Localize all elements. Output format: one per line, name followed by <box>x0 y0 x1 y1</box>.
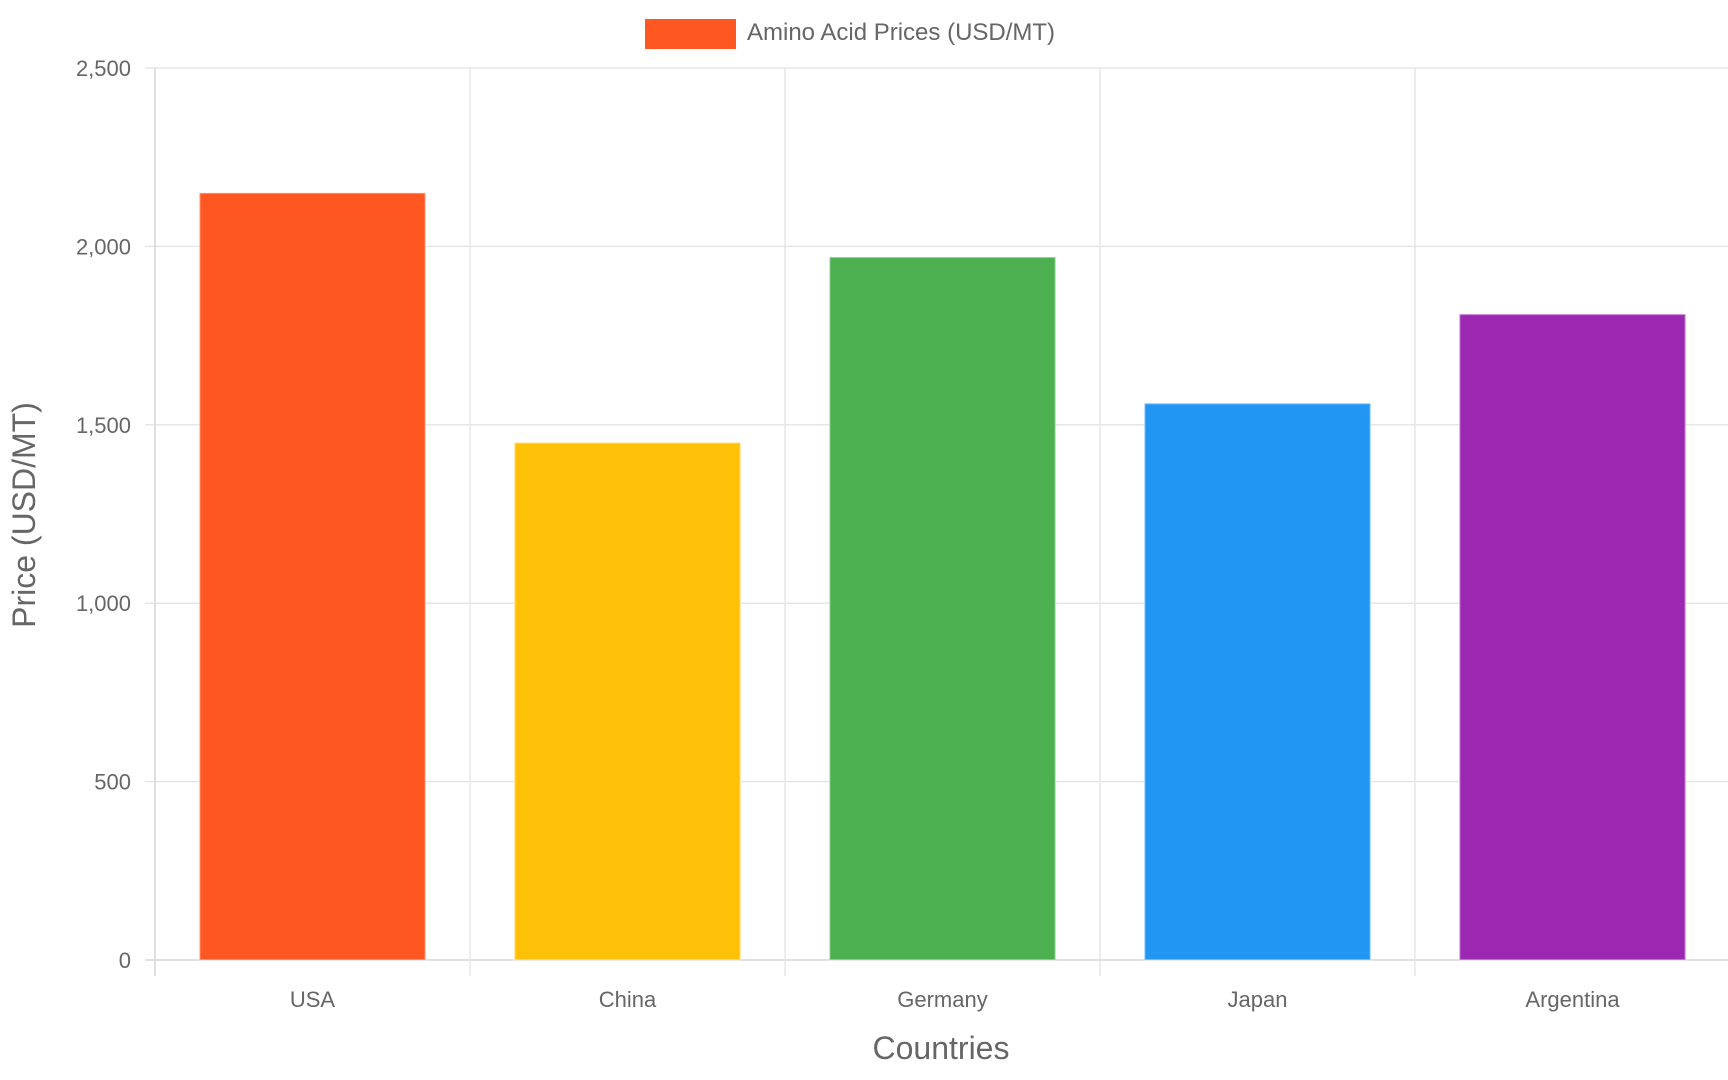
y-tick-label: 0 <box>119 948 131 973</box>
x-tick-label: Japan <box>1228 987 1288 1012</box>
bar-usa[interactable] <box>198 191 427 961</box>
bars <box>198 191 1687 961</box>
bar-germany[interactable] <box>828 256 1057 961</box>
y-tick-label: 500 <box>94 770 131 795</box>
bar-argentina[interactable] <box>1458 313 1687 961</box>
x-tick-label: China <box>599 987 657 1012</box>
legend-label[interactable]: Amino Acid Prices (USD/MT) <box>747 19 1055 46</box>
x-tick-label: USA <box>290 987 336 1012</box>
y-tick-labels: 0 500 1,000 1,500 2,000 2,500 <box>76 56 131 973</box>
x-axis-title: Countries <box>873 1030 1010 1066</box>
bar-china[interactable] <box>513 441 742 961</box>
y-tick-label: 2,000 <box>76 234 131 259</box>
y-axis-title: Price (USD/MT) <box>6 402 42 628</box>
x-tick-label: Argentina <box>1525 987 1620 1012</box>
y-tick-label: 1,500 <box>76 413 131 438</box>
y-tick-label: 1,000 <box>76 591 131 616</box>
legend-swatch[interactable] <box>645 19 736 49</box>
y-tick-label: 2,500 <box>76 56 131 81</box>
x-tick-labels: USA China Germany Japan Argentina <box>290 987 1620 1012</box>
x-tick-label: Germany <box>897 987 987 1012</box>
legend[interactable]: Amino Acid Prices (USD/MT) <box>645 19 1055 49</box>
bar-japan[interactable] <box>1143 402 1372 961</box>
